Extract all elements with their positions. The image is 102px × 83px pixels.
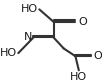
Text: HO: HO <box>21 4 38 14</box>
Text: HO: HO <box>0 48 17 58</box>
Text: N: N <box>24 32 33 42</box>
Text: O: O <box>78 17 87 27</box>
Text: HO: HO <box>70 72 87 82</box>
Text: O: O <box>93 51 102 61</box>
